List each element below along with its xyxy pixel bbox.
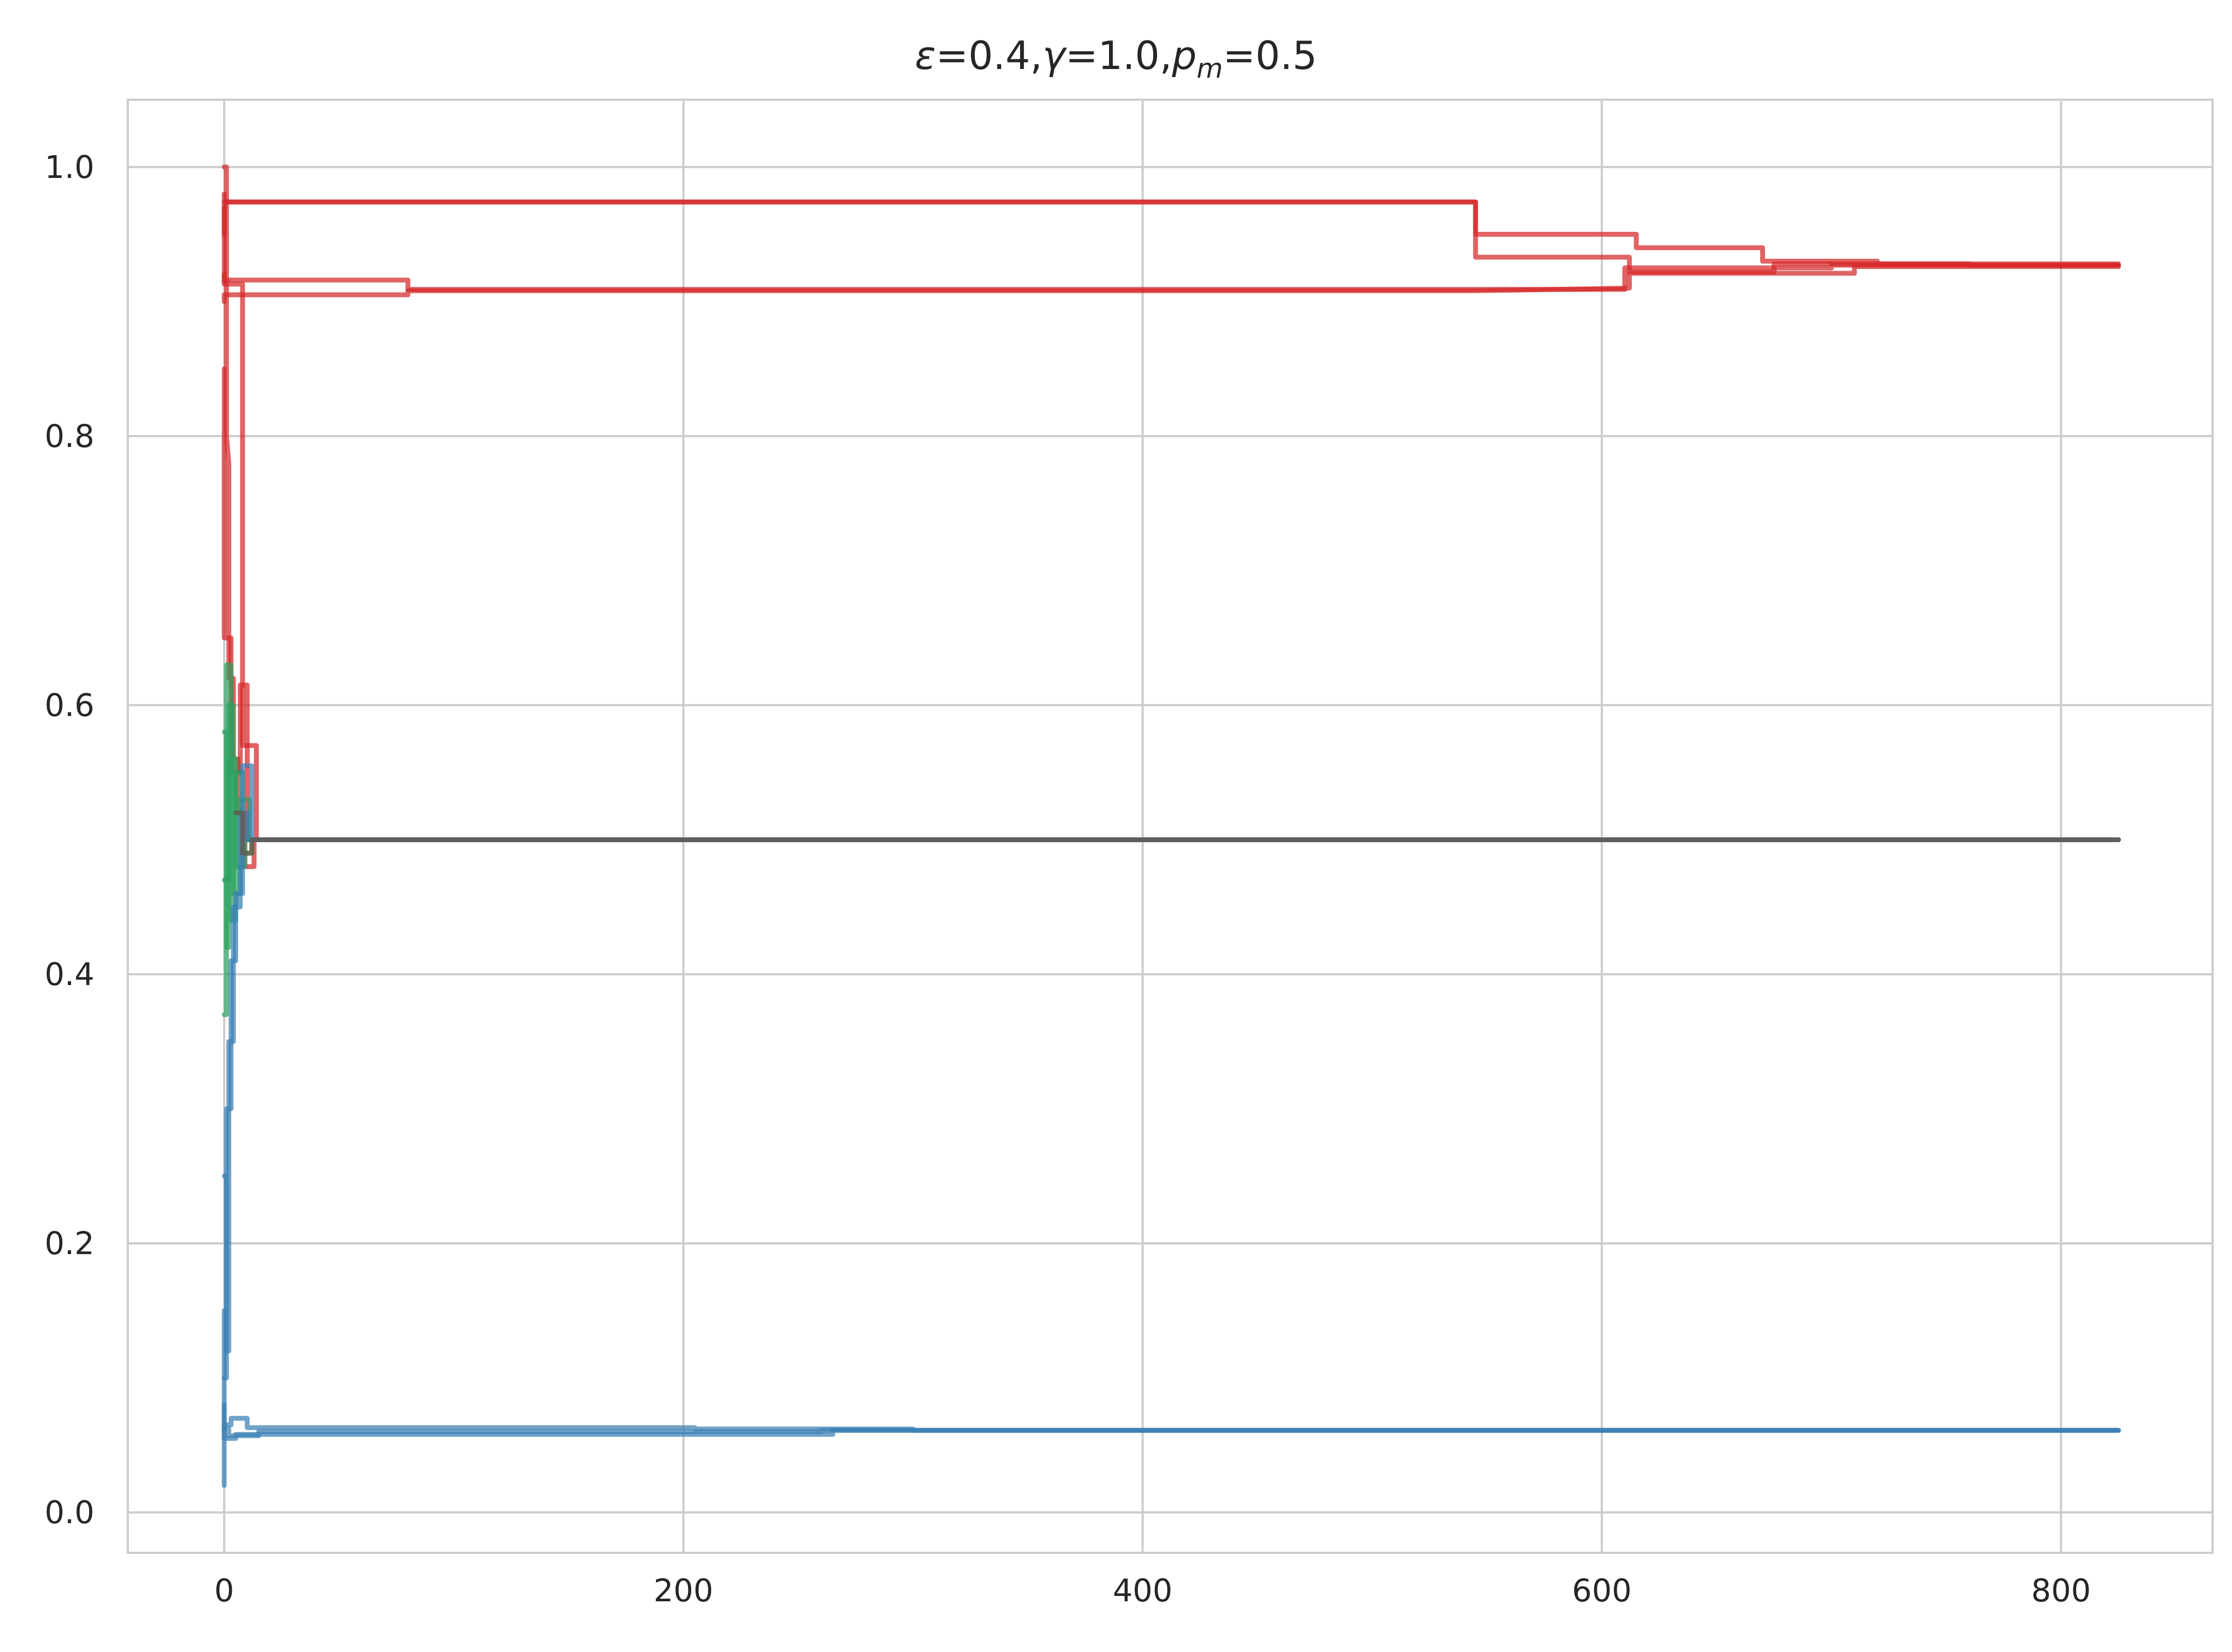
title-gamma-value: =1.0, — [1065, 33, 1172, 78]
title-gamma: γ — [1043, 33, 1067, 78]
y-tick-label: 0.8 — [45, 418, 94, 455]
x-tick-label: 600 — [1572, 1572, 1632, 1609]
y-tick-label: 0.0 — [45, 1494, 94, 1531]
title-epsilon-value: =0.4, — [936, 33, 1043, 78]
x-tick-label: 400 — [1113, 1572, 1173, 1609]
x-tick-label: 200 — [653, 1572, 713, 1609]
y-tick-label: 0.4 — [45, 956, 94, 993]
tick-labels: 0 200 400 600 800 0.0 0.2 0.4 0.6 0.8 1.0 — [45, 149, 2091, 1609]
y-tick-label: 0.6 — [45, 687, 94, 724]
y-tick-label: 0.2 — [45, 1225, 94, 1262]
plot-frame — [127, 99, 2214, 1554]
chart-title: ε=0.4,γ=1.0,pm=0.5 — [915, 33, 1317, 84]
series-group — [222, 164, 2121, 1488]
title-p-subscript: m — [1197, 53, 1223, 84]
grid — [128, 100, 2213, 1553]
x-tick-label: 0 — [214, 1572, 234, 1609]
title-p: p — [1172, 33, 1197, 78]
x-tick-label: 800 — [2031, 1572, 2091, 1609]
y-tick-label: 1.0 — [45, 149, 94, 185]
series-line-red — [222, 264, 2121, 304]
series-line-blue — [222, 1402, 2121, 1438]
title-p-value: =0.5 — [1223, 33, 1317, 78]
series-line-brown — [233, 810, 2121, 856]
title-epsilon: ε — [915, 33, 936, 78]
